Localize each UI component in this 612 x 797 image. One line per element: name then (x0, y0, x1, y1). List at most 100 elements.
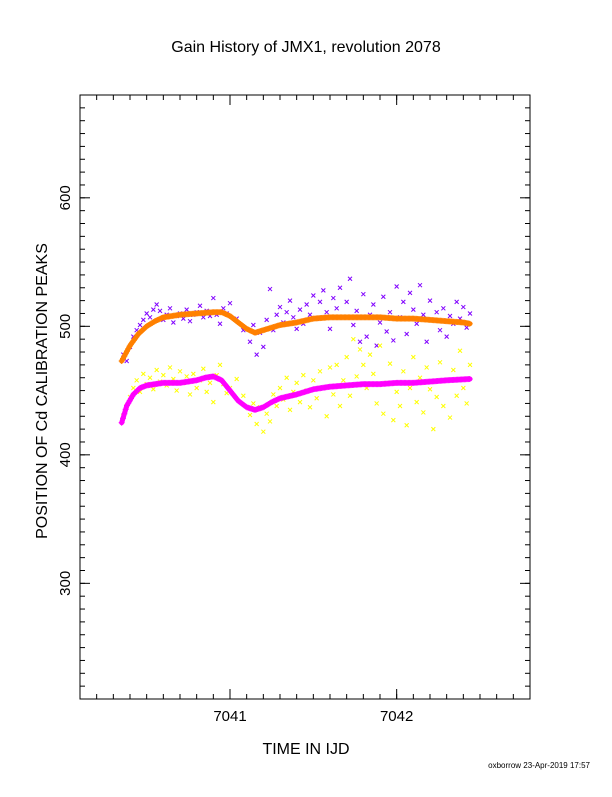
data-point (277, 385, 283, 391)
data-point (424, 365, 430, 370)
data-point (330, 392, 336, 397)
data-point (167, 365, 173, 370)
data-point (424, 339, 430, 345)
data-point (310, 377, 316, 383)
data-point (297, 307, 303, 312)
data-point (390, 338, 396, 343)
data-point (284, 375, 290, 381)
data-point (414, 399, 420, 405)
data-point (187, 318, 193, 324)
data-point (417, 375, 423, 381)
data-point (167, 305, 173, 311)
data-point (400, 299, 406, 305)
data-point (354, 374, 360, 379)
data-point (270, 392, 276, 397)
data-point (407, 290, 413, 296)
fit-series-1 (118, 309, 473, 365)
data-point (417, 282, 423, 288)
data-point (464, 401, 470, 406)
data-point (324, 309, 330, 315)
data-point (284, 309, 290, 315)
data-point (440, 403, 446, 409)
y-tick-label: 300 (57, 571, 74, 596)
data-point (157, 308, 163, 314)
data-point (247, 412, 253, 418)
data-point (440, 305, 446, 311)
y-axis-label: POSITION OF Cd CALIBRATION PEAKS (34, 243, 51, 539)
data-point (307, 404, 313, 410)
data-point (217, 321, 223, 327)
data-point (267, 286, 273, 292)
data-point (267, 419, 273, 424)
data-point (370, 371, 376, 377)
data-point (360, 362, 366, 368)
data-point (137, 322, 143, 328)
data-point (427, 386, 433, 392)
data-point (447, 313, 453, 319)
data-point (320, 287, 326, 293)
data-point (447, 415, 453, 420)
footer-credit: oxborrow 23-Apr-2019 17:57 (488, 761, 590, 770)
data-point (394, 284, 400, 289)
data-point (407, 385, 413, 391)
data-point (277, 304, 283, 310)
data-point (327, 326, 333, 332)
data-point (387, 361, 393, 366)
data-point (357, 339, 363, 345)
data-point (227, 300, 233, 306)
data-point (397, 403, 403, 409)
data-point (344, 354, 350, 360)
data-point (434, 394, 440, 400)
data-point (160, 372, 166, 378)
data-point (150, 307, 156, 312)
data-point (387, 309, 393, 315)
data-point (430, 426, 436, 432)
scatter-series-1 (120, 276, 473, 364)
data-point (444, 334, 450, 339)
data-point (154, 367, 160, 373)
data-point (340, 377, 346, 383)
data-point (367, 352, 373, 357)
data-point (454, 393, 460, 399)
x-tick-label: 7042 (380, 708, 413, 725)
data-point (170, 320, 176, 325)
data-point (300, 372, 306, 378)
data-point (287, 298, 293, 303)
data-point (190, 371, 196, 377)
data-point (377, 343, 383, 348)
data-point (467, 362, 473, 368)
data-point (377, 320, 383, 325)
data-point (264, 317, 270, 323)
data-point (450, 367, 456, 373)
data-point (360, 291, 366, 297)
data-point (250, 401, 256, 406)
data-point (137, 389, 143, 395)
data-point (274, 312, 280, 318)
data-point (347, 276, 353, 282)
data-point (234, 376, 240, 382)
y-tick-label: 400 (57, 442, 74, 467)
axes-layer: 7041 7042 300 400 500 600 (57, 94, 531, 725)
data-point (350, 336, 356, 342)
data-point (297, 399, 303, 405)
data-point (380, 411, 386, 417)
data-point (217, 362, 223, 368)
chart-title: Gain History of JMX1, revolution 2078 (171, 39, 441, 56)
series-layer (118, 276, 473, 435)
data-point (304, 302, 310, 307)
data-point (460, 385, 466, 391)
data-point (467, 311, 473, 316)
data-point (454, 299, 460, 305)
data-point (240, 393, 246, 399)
plot-frame (79, 94, 531, 700)
data-point (404, 422, 410, 428)
data-point (124, 358, 130, 364)
data-point (314, 395, 320, 401)
data-point (370, 302, 376, 307)
data-point (310, 293, 316, 298)
data-point (187, 392, 193, 397)
fit-series-2 (118, 373, 473, 426)
data-point (184, 307, 190, 312)
